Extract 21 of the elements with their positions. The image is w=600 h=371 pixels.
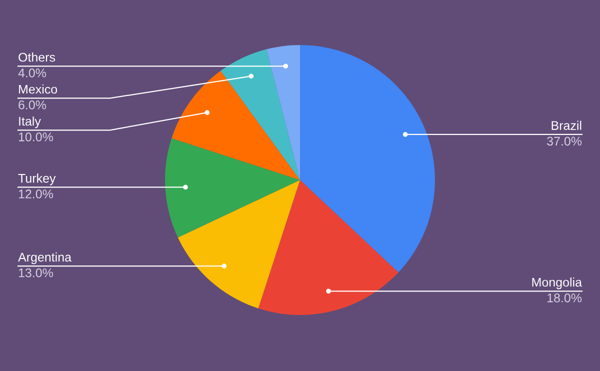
- pie-slice: [258, 180, 398, 315]
- pie-slice: [178, 180, 300, 308]
- pie-slice: [172, 70, 300, 180]
- data-label: 37.0%: [547, 136, 582, 146]
- slice-label: Mexico: [19, 84, 58, 94]
- slice-label: Others: [18, 52, 56, 62]
- data-label: 12.0%: [18, 190, 53, 198]
- pie-slice: [300, 45, 435, 272]
- slice-label: Italy: [19, 116, 41, 128]
- data-label: 13.0%: [18, 268, 53, 278]
- pie-slice: [266, 45, 300, 180]
- slice-label: Turkey: [18, 174, 56, 186]
- data-label: 18.0%: [548, 293, 582, 302]
- data-label: 4.0%: [18, 68, 46, 78]
- data-label: 10.0%: [18, 132, 53, 142]
- pie-slice: [165, 138, 300, 238]
- data-label: 6.0%: [18, 100, 46, 110]
- slice-label: Argentina: [18, 252, 72, 264]
- slice-label: Mongolia: [532, 277, 582, 290]
- slice-label: Brazil: [552, 120, 582, 130]
- pie-slice: [220, 49, 300, 180]
